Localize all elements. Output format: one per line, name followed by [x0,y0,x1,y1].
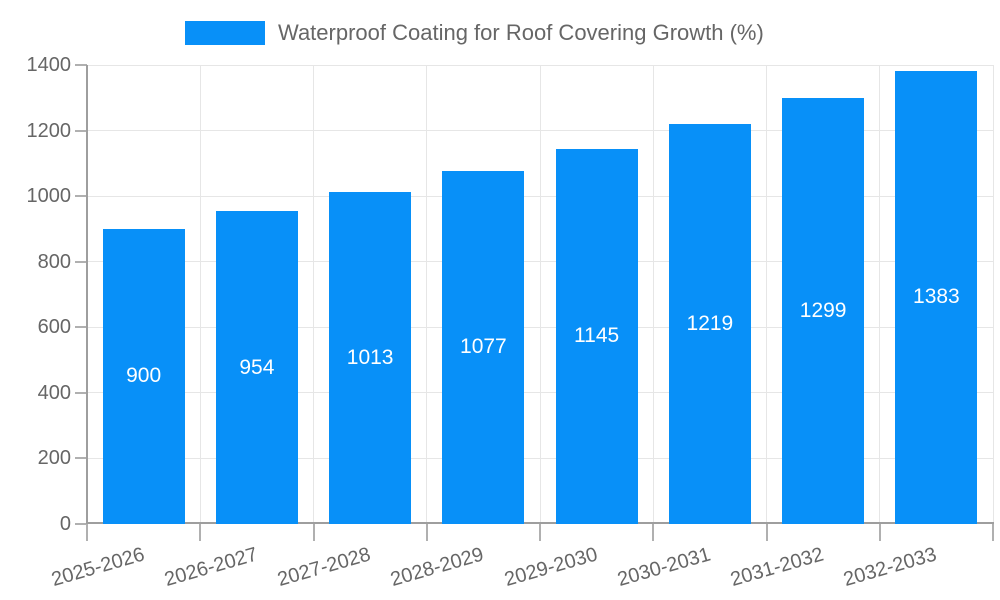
y-axis-tick [75,129,87,132]
legend-label: Waterproof Coating for Roof Covering Gro… [278,20,764,45]
x-gridline [199,65,201,524]
x-gridline [766,65,767,524]
bar-2025-2026[interactable]: 900 [102,228,185,524]
x-axis-tick [652,524,655,541]
bar-2026-2027[interactable]: 954 [215,211,298,524]
x-axis-tick [199,524,202,541]
legend-swatch [185,21,265,45]
y-axis-tick [75,195,87,198]
y-axis-tick-label: 400 [37,381,71,404]
x-axis-tick [312,524,315,541]
y-axis-tick-label: 800 [37,250,71,273]
bar-value-label: 1013 [346,345,394,369]
y-axis-tick [75,391,87,394]
x-gridline [652,65,654,524]
x-axis-tick [878,524,881,541]
plot-area: 0 200 400 600 800 1000 1200 1400 900 2025-2026 954… [27,54,994,591]
x-gridline [992,65,994,524]
x-gridline [539,65,541,524]
y-axis-tick-label: 1200 [26,119,72,142]
bar-2027-2028[interactable]: 1013 [329,191,412,524]
bar-value-label: 1383 [913,285,960,309]
bar-value-label: 954 [239,355,275,379]
y-axis-tick-label: 1000 [26,185,72,208]
bar-2032-2033[interactable]: 1383 [895,70,978,524]
y-axis-tick [75,260,87,263]
bar-value-label: 1219 [686,312,734,336]
bar-value-label: 900 [126,364,162,388]
x-axis-tick [539,524,541,541]
x-gridline [879,65,881,524]
y-axis-tick-label: 1400 [26,54,72,76]
bar-value-label: 1145 [574,324,620,348]
x-axis-tick [765,524,768,541]
y-axis-tick [75,326,87,329]
y-axis-tick-label: 0 [59,513,71,535]
y-axis-tick-label: 200 [37,447,71,470]
bar-2030-2031[interactable]: 1219 [668,124,751,524]
bar-value-label: 1299 [799,299,847,323]
bar-value-label: 1077 [460,335,507,359]
x-axis-line [86,522,994,524]
x-gridline [313,65,314,524]
y-axis-line [86,65,88,524]
y-axis-tick [75,64,87,66]
bar-2028-2029[interactable]: 1077 [442,170,525,524]
chart-legend-item[interactable]: Waterproof Coating for Roof Covering Gro… [185,20,764,46]
x-gridline [426,65,428,524]
x-axis-tick [425,524,428,541]
x-axis-tick [86,524,88,541]
bar-2031-2032[interactable]: 1299 [782,98,865,524]
y-axis-tick [75,523,87,525]
x-axis-tick [992,524,994,541]
y-axis-tick [75,457,87,460]
y-axis-tick-label: 600 [37,316,71,339]
bar-2029-2030[interactable]: 1145 [555,148,638,524]
